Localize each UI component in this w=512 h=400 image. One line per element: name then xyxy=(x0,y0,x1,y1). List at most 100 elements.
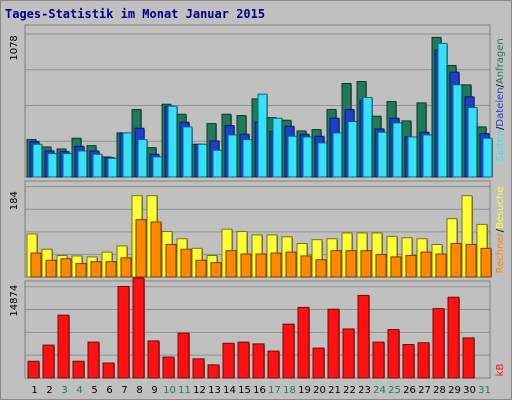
bar-kb-day-7 xyxy=(117,285,130,379)
x-tick-9: 9 xyxy=(151,385,157,396)
bar-kb-day-17 xyxy=(267,350,280,379)
legend-separator: / xyxy=(495,228,506,232)
legend-anfragen: Anfragen xyxy=(495,38,506,84)
bar-kb-day-5 xyxy=(87,341,100,379)
bar-kb-day-18 xyxy=(282,323,295,379)
bar-rechner-day-7 xyxy=(120,257,132,278)
bar-kb-day-9 xyxy=(147,340,160,379)
bar-kb-day-12 xyxy=(192,358,205,379)
x-tick-27: 27 xyxy=(418,385,431,396)
bar-rechner-day-26 xyxy=(405,254,417,278)
bar-rechner-day-8 xyxy=(135,219,147,278)
bar-kb-day-2 xyxy=(42,344,55,379)
x-tick-21: 21 xyxy=(328,385,341,396)
x-tick-12: 12 xyxy=(193,385,206,396)
bar-kb-day-28 xyxy=(432,308,445,379)
legend-kb: kB xyxy=(495,364,506,377)
legend-seiten: Seiten xyxy=(495,130,506,162)
x-tick-31: 31 xyxy=(478,385,491,396)
bar-rechner-day-21 xyxy=(330,250,342,278)
bar-kb-day-23 xyxy=(357,294,370,379)
bar-rechner-day-17 xyxy=(270,252,282,278)
bar-kb-day-26 xyxy=(402,343,415,379)
x-tick-2: 2 xyxy=(46,385,52,396)
x-tick-10: 10 xyxy=(163,385,176,396)
bar-rechner-day-9 xyxy=(150,221,162,278)
x-tick-22: 22 xyxy=(343,385,356,396)
legend-separator: / xyxy=(495,83,506,87)
bar-rechner-day-5 xyxy=(90,261,102,278)
legend-group-2: kB xyxy=(495,364,506,377)
x-tick-13: 13 xyxy=(208,385,221,396)
bar-rechner-day-4 xyxy=(75,263,87,278)
x-tick-7: 7 xyxy=(121,385,127,396)
bar-kb-day-16 xyxy=(252,343,265,379)
bar-kb-day-21 xyxy=(327,308,340,379)
x-tick-29: 29 xyxy=(448,385,461,396)
bar-rechner-day-25 xyxy=(390,256,402,278)
bar-kb-day-29 xyxy=(447,296,460,379)
bar-kb-day-27 xyxy=(417,342,430,379)
bar-kb-day-22 xyxy=(342,328,355,379)
x-tick-17: 17 xyxy=(268,385,281,396)
bar-rechner-day-1 xyxy=(30,252,42,278)
bar-rechner-day-19 xyxy=(300,255,312,278)
bar-kb-day-24 xyxy=(372,341,385,379)
x-tick-1: 1 xyxy=(31,385,37,396)
x-tick-23: 23 xyxy=(358,385,371,396)
x-tick-15: 15 xyxy=(238,385,251,396)
x-tick-25: 25 xyxy=(388,385,401,396)
x-tick-14: 14 xyxy=(223,385,236,396)
bar-rechner-day-11 xyxy=(180,248,192,278)
x-tick-8: 8 xyxy=(136,385,142,396)
bar-kb-day-10 xyxy=(162,356,175,379)
x-tick-3: 3 xyxy=(61,385,67,396)
bar-kb-day-30 xyxy=(462,337,475,379)
y-max-label-top: 1078 xyxy=(9,35,20,60)
bar-rechner-day-2 xyxy=(45,259,57,278)
legend-dateien: Dateien xyxy=(495,87,506,126)
bar-rechner-day-22 xyxy=(345,250,357,278)
x-tick-18: 18 xyxy=(283,385,296,396)
x-tick-11: 11 xyxy=(178,385,191,396)
bar-rechner-day-24 xyxy=(375,254,387,278)
bar-rechner-day-13 xyxy=(210,262,222,278)
legend-group-1: Rechner/Besuche xyxy=(495,186,506,273)
x-tick-5: 5 xyxy=(91,385,97,396)
bar-kb-day-14 xyxy=(222,342,235,379)
x-tick-16: 16 xyxy=(253,385,266,396)
bar-rechner-day-20 xyxy=(315,259,327,278)
x-tick-28: 28 xyxy=(433,385,446,396)
bar-kb-day-25 xyxy=(387,329,400,379)
bar-seiten-day-31 xyxy=(482,137,493,178)
bar-kb-day-13 xyxy=(207,364,220,379)
x-tick-4: 4 xyxy=(76,385,82,396)
bar-rechner-day-23 xyxy=(360,250,372,278)
bar-kb-day-1 xyxy=(27,360,40,379)
legend-rechner: Rechner xyxy=(495,232,506,274)
y-max-label-middle: 184 xyxy=(9,191,20,210)
x-tick-6: 6 xyxy=(106,385,112,396)
bar-rechner-day-16 xyxy=(255,253,267,278)
bar-rechner-day-14 xyxy=(225,250,237,278)
bar-rechner-day-28 xyxy=(435,253,447,278)
x-tick-26: 26 xyxy=(403,385,416,396)
y-max-label-bottom: 14874 xyxy=(9,285,20,317)
bar-kb-day-4 xyxy=(72,360,85,379)
bar-kb-day-11 xyxy=(177,332,190,379)
x-tick-20: 20 xyxy=(313,385,326,396)
legend-separator: / xyxy=(495,126,506,130)
bar-rechner-day-31 xyxy=(480,247,492,278)
legend-besuche: Besuche xyxy=(495,186,506,229)
legend-group-0: Seiten/Dateien/Anfragen xyxy=(495,38,506,161)
bar-rechner-day-3 xyxy=(60,258,72,278)
bar-rechner-day-29 xyxy=(450,243,462,278)
bar-rechner-day-15 xyxy=(240,253,252,278)
bar-kb-day-19 xyxy=(297,306,310,379)
x-tick-19: 19 xyxy=(298,385,311,396)
x-tick-30: 30 xyxy=(463,385,476,396)
bar-kb-day-15 xyxy=(237,341,250,379)
bar-rechner-day-27 xyxy=(420,251,432,278)
bar-kb-day-6 xyxy=(102,362,115,379)
